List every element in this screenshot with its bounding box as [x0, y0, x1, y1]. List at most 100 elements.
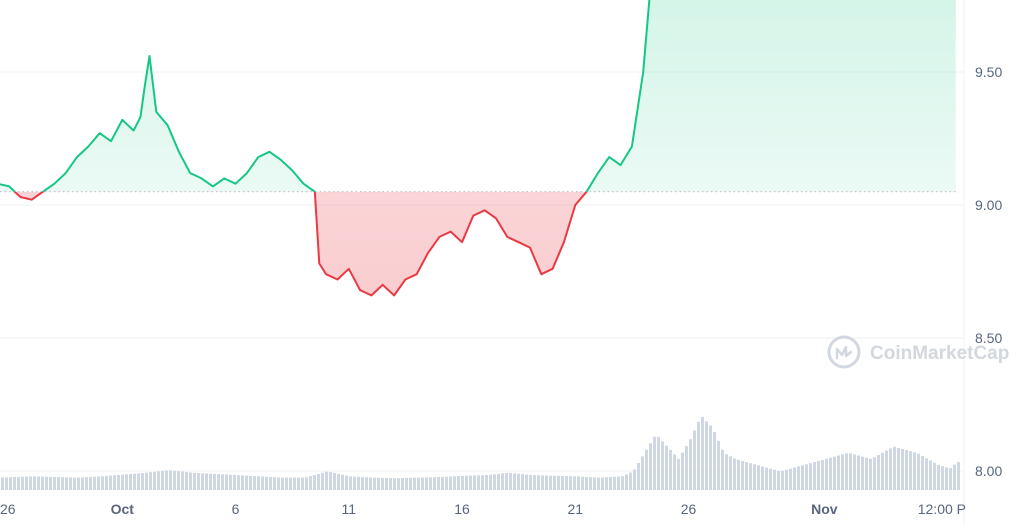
volume-bar — [661, 441, 664, 490]
volume-bar — [745, 462, 748, 490]
volume-bar — [945, 467, 948, 490]
volume-bar — [329, 472, 332, 490]
x-tick-label: 12:00 P — [918, 501, 966, 517]
volume-bar — [289, 477, 292, 490]
volume-bar — [741, 460, 744, 490]
volume-bar — [957, 462, 960, 490]
volume-bar — [141, 472, 144, 490]
volume-bar — [777, 470, 780, 490]
volume-bar — [149, 472, 152, 490]
volume-bar — [861, 456, 864, 490]
volume-bar — [893, 446, 896, 490]
y-tick-label: 9.50 — [975, 64, 1002, 80]
volume-bar — [17, 476, 20, 490]
x-tick-label: 16 — [454, 501, 470, 517]
volume-bar — [373, 477, 376, 490]
volume-bar — [181, 471, 184, 490]
volume-bar — [153, 471, 156, 490]
volume-bar — [89, 476, 92, 490]
price-lines — [0, 0, 651, 297]
volume-bar — [21, 476, 24, 490]
volume-bar — [401, 478, 404, 490]
volume-bar — [73, 477, 76, 490]
volume-bar — [697, 421, 700, 490]
volume-bar — [709, 425, 712, 490]
volume-bar — [81, 477, 84, 490]
volume-bar — [37, 476, 40, 490]
volume-bar — [229, 474, 232, 490]
volume-bar — [413, 477, 416, 490]
volume-bar — [781, 470, 784, 490]
volume-bar — [345, 475, 348, 490]
volume-bar — [869, 458, 872, 490]
volume-bar — [173, 470, 176, 490]
y-axis: 11.0010.5010.009.509.008.508.00 — [975, 64, 1002, 479]
volume-bar — [901, 448, 904, 490]
volume-bar — [561, 475, 564, 490]
volume-bar — [165, 470, 168, 490]
volume-bar — [225, 474, 228, 490]
x-axis: 26 Oct 6 11 16 21 26 Nov 12:00 P — [0, 501, 966, 517]
volume-bar — [841, 454, 844, 490]
volume-bar — [137, 473, 140, 490]
volume-bar — [337, 473, 340, 490]
volume-bar — [597, 477, 600, 490]
volume-bar — [537, 475, 540, 490]
volume-bar — [761, 466, 764, 490]
volume-bar — [381, 477, 384, 490]
volume-bar — [633, 469, 636, 490]
volume-bar — [9, 477, 12, 490]
volume-bar — [817, 461, 820, 490]
volume-bar — [929, 460, 932, 490]
volume-bar — [309, 476, 312, 490]
volume-bar — [1, 477, 4, 490]
coinmarketcap-logo-icon — [827, 335, 861, 369]
volume-bar — [433, 477, 436, 490]
volume-bar — [557, 475, 560, 490]
volume-bar — [441, 476, 444, 490]
volume-bar — [105, 475, 108, 490]
volume-bar — [921, 456, 924, 490]
volume-bar — [69, 477, 72, 490]
volume-bar — [853, 454, 856, 490]
volume-bar — [553, 475, 556, 490]
volume-bar — [733, 458, 736, 490]
volume-bar — [53, 476, 56, 490]
volume-bar — [421, 477, 424, 490]
volume-bar — [657, 436, 660, 490]
volume-bar — [77, 477, 80, 490]
volume-bar — [25, 476, 28, 490]
volume-bar — [33, 476, 36, 490]
volume-bar — [645, 449, 648, 490]
volume-bar — [593, 477, 596, 490]
volume-bar — [145, 472, 148, 490]
volume-bar — [681, 452, 684, 490]
volume-bar — [637, 462, 640, 490]
volume-bar — [913, 452, 916, 490]
volume-bar — [905, 450, 908, 490]
volume-bar — [545, 475, 548, 490]
x-tick-label: 21 — [567, 501, 583, 517]
volume-bar — [477, 475, 480, 490]
volume-bar — [349, 476, 352, 490]
volume-bar — [57, 477, 60, 490]
volume-bar — [549, 475, 552, 490]
volume-bar — [525, 474, 528, 490]
volume-bar — [305, 477, 308, 490]
volume-bar — [857, 455, 860, 490]
volume-bar — [833, 456, 836, 490]
volume-bar — [601, 477, 604, 490]
volume-bar — [437, 477, 440, 490]
volume-bar — [497, 473, 500, 490]
volume-bar — [249, 475, 252, 490]
volume-bar — [325, 471, 328, 490]
volume-bar — [881, 452, 884, 490]
volume-bar — [877, 454, 880, 490]
volume-bar — [757, 465, 760, 490]
volume-bar — [493, 474, 496, 490]
volume-bar — [369, 477, 372, 490]
volume-bar — [13, 477, 16, 490]
volume-bar — [409, 477, 412, 490]
volume-bar — [693, 430, 696, 490]
volume-bar — [93, 476, 96, 490]
